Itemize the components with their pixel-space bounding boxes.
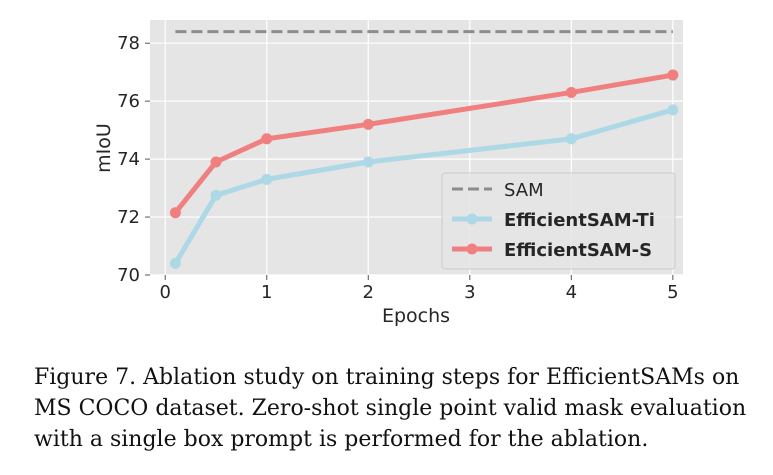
- data-point-efficientsam-s: [362, 118, 374, 130]
- series-line-efficientsam-s: [172, 72, 676, 216]
- data-point-efficientsam-ti: [169, 257, 181, 269]
- y-tick-label: 72: [117, 207, 140, 228]
- series-group: [169, 69, 679, 269]
- legend-label-efficientsam-ti: EfficientSAM-Ti: [504, 210, 655, 231]
- grid-lines: [150, 20, 683, 276]
- line-chart: 0 1 2 3 4 5 70 72 74 76 78 Epochs mIoU SAM Effici…: [93, 20, 683, 327]
- legend: SAM EfficientSAM-Ti EfficientSAM-S: [441, 172, 676, 270]
- data-point-efficientsam-s: [169, 207, 181, 219]
- figure-caption: Figure 7. Ablation study on training ste…: [34, 365, 747, 452]
- x-axis-label: Epochs: [382, 305, 450, 327]
- y-tick-labels: 70 72 74 76 78: [117, 33, 150, 286]
- legend-label-efficientsam-s: EfficientSAM-S: [504, 240, 652, 261]
- data-point-efficientsam-ti: [667, 104, 679, 116]
- data-point-efficientsam-s: [667, 69, 679, 81]
- legend-marker-efficientsam-s: [466, 243, 478, 255]
- x-tick-label: 0: [160, 282, 171, 303]
- x-tick-label: 4: [566, 282, 577, 303]
- legend-label-sam: SAM: [504, 180, 544, 201]
- legend-box: [441, 172, 676, 270]
- x-tick-label: 3: [464, 282, 475, 303]
- x-tick-label: 2: [363, 282, 374, 303]
- data-point-efficientsam-s: [565, 86, 577, 98]
- data-point-efficientsam-ti: [362, 156, 374, 168]
- legend-marker-efficientsam-ti: [466, 213, 478, 225]
- data-point-efficientsam-s: [261, 133, 273, 145]
- x-tick-labels: 0 1 2 3 4 5: [160, 275, 679, 303]
- data-point-efficientsam-ti: [261, 173, 273, 185]
- data-point-efficientsam-s: [210, 156, 222, 168]
- data-point-efficientsam-ti: [565, 133, 577, 145]
- x-tick-label: 1: [261, 282, 272, 303]
- x-tick-label: 5: [667, 282, 678, 303]
- y-tick-label: 70: [117, 265, 140, 286]
- y-tick-label: 76: [117, 91, 140, 112]
- y-tick-label: 78: [117, 33, 140, 54]
- data-point-efficientsam-ti: [210, 189, 222, 201]
- series-line-efficientsam-ti: [172, 107, 676, 266]
- y-axis-label: mIoU: [93, 123, 115, 173]
- y-tick-label: 74: [117, 149, 140, 170]
